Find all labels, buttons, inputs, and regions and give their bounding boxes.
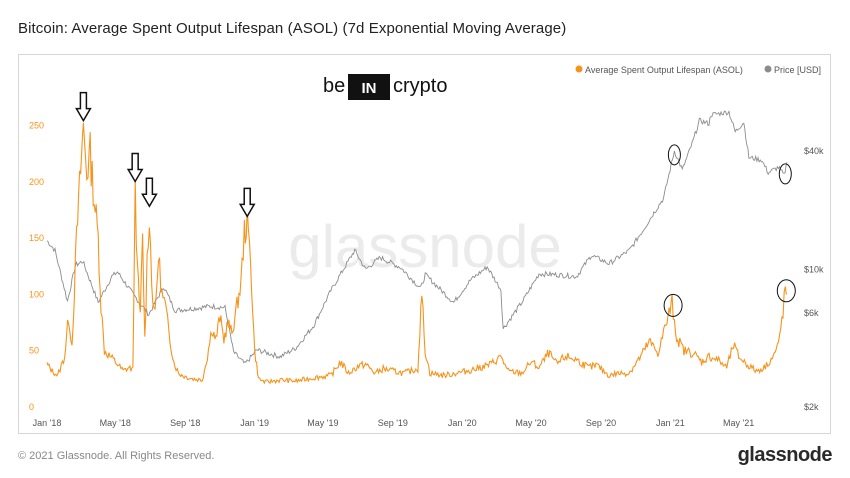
y-right-tick-label: $2k: [804, 402, 819, 412]
legend-asol-marker: [575, 65, 583, 73]
price-series: [46, 110, 788, 364]
y-right-tick-label: $40k: [804, 146, 824, 156]
legend-price-label: Price [USD]: [774, 65, 821, 75]
annotations: [75, 91, 796, 317]
x-tick-label: Sep '19: [378, 418, 408, 428]
y-left-tick-label: 50: [29, 346, 39, 356]
y-left-tick-label: 200: [29, 177, 44, 187]
x-tick-label: Jan '21: [656, 418, 685, 428]
y-left-tick-label: 0: [29, 402, 34, 412]
asol-highlight-circle: [663, 293, 683, 317]
x-tick-label: Jan '19: [240, 418, 269, 428]
y-left-tick-label: 150: [29, 233, 44, 243]
asol-series: [46, 122, 788, 385]
x-tick-label: Jan '20: [448, 418, 477, 428]
y-left-tick-label: 250: [29, 121, 44, 131]
y-left-tick-label: 100: [29, 289, 44, 299]
chart-title: Bitcoin: Average Spent Output Lifespan (…: [18, 20, 567, 37]
glassnode-logo: glassnode: [737, 444, 833, 466]
brand-logo-middle: IN: [362, 80, 377, 97]
legend-asol-label: Average Spent Output Lifespan (ASOL): [585, 65, 743, 75]
x-tick-label: May '18: [100, 418, 131, 428]
brand-logo-right: crypto: [393, 75, 447, 97]
asol-highlight-circle: [776, 279, 796, 303]
axes: Jan '18 May '18 Sep '18 Jan '19 May '19 Sep '…: [29, 121, 824, 428]
x-tick-label: Sep '20: [586, 418, 616, 428]
y-right-tick-label: $6k: [804, 308, 819, 318]
x-tick-label: May '20: [515, 418, 546, 428]
down-arrow-icon: [126, 152, 144, 183]
price-highlight-circle: [778, 163, 792, 185]
brand-logo-box: [348, 74, 390, 100]
copyright-text: © 2021 Glassnode. All Rights Reserved.: [18, 450, 215, 462]
brand-logo: be IN crypto: [323, 74, 447, 100]
x-tick-label: May '19: [307, 418, 338, 428]
legend: Average Spent Output Lifespan (ASOL) Pri…: [575, 65, 821, 75]
down-arrow-icon: [238, 187, 256, 218]
x-tick-label: May '21: [723, 418, 754, 428]
price-highlight-circle: [667, 144, 681, 166]
x-tick-label: Jan '18: [33, 418, 62, 428]
asol-line: [46, 122, 788, 385]
watermark: glassnode: [288, 213, 562, 280]
y-right-tick-label: $10k: [804, 264, 824, 274]
chart-area: glassnode be IN crypto Average Spent Out…: [18, 54, 831, 434]
down-arrow-icon: [75, 91, 92, 123]
x-tick-label: Sep '18: [170, 418, 200, 428]
down-arrow-icon: [141, 177, 158, 208]
legend-price-marker: [764, 65, 772, 73]
brand-logo-left: be: [323, 75, 345, 97]
chart-svg: glassnode be IN crypto Average Spent Out…: [29, 65, 824, 428]
price-line: [46, 110, 788, 364]
